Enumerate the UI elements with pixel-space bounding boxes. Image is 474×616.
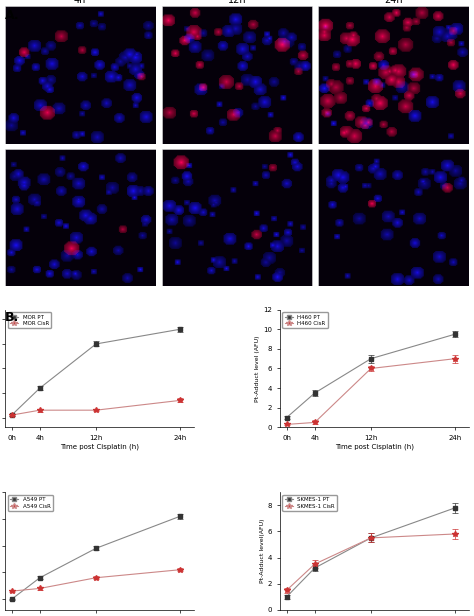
X-axis label: Time post Cisplatin (h): Time post Cisplatin (h) (60, 444, 139, 450)
Legend: A549 PT, A549 CisR: A549 PT, A549 CisR (8, 495, 53, 511)
Y-axis label: Pt-Adduct level(AFU): Pt-Adduct level(AFU) (260, 519, 265, 583)
Text: A.: A. (5, 9, 19, 22)
Title: 12h: 12h (228, 0, 246, 6)
Legend: MOR PT, MOR CisR: MOR PT, MOR CisR (8, 312, 51, 328)
Legend: H460 PT, H460 CisR: H460 PT, H460 CisR (283, 312, 328, 328)
Title: 24h: 24h (384, 0, 403, 6)
Y-axis label: Pt-Adduct level (AFU): Pt-Adduct level (AFU) (255, 335, 260, 402)
X-axis label: Time post Cisplatin (h): Time post Cisplatin (h) (335, 444, 414, 450)
Text: B.: B. (5, 311, 19, 324)
Title: 4h: 4h (74, 0, 86, 6)
Legend: SKMES-1 PT, SKMES-1 CisR: SKMES-1 PT, SKMES-1 CisR (283, 495, 337, 511)
